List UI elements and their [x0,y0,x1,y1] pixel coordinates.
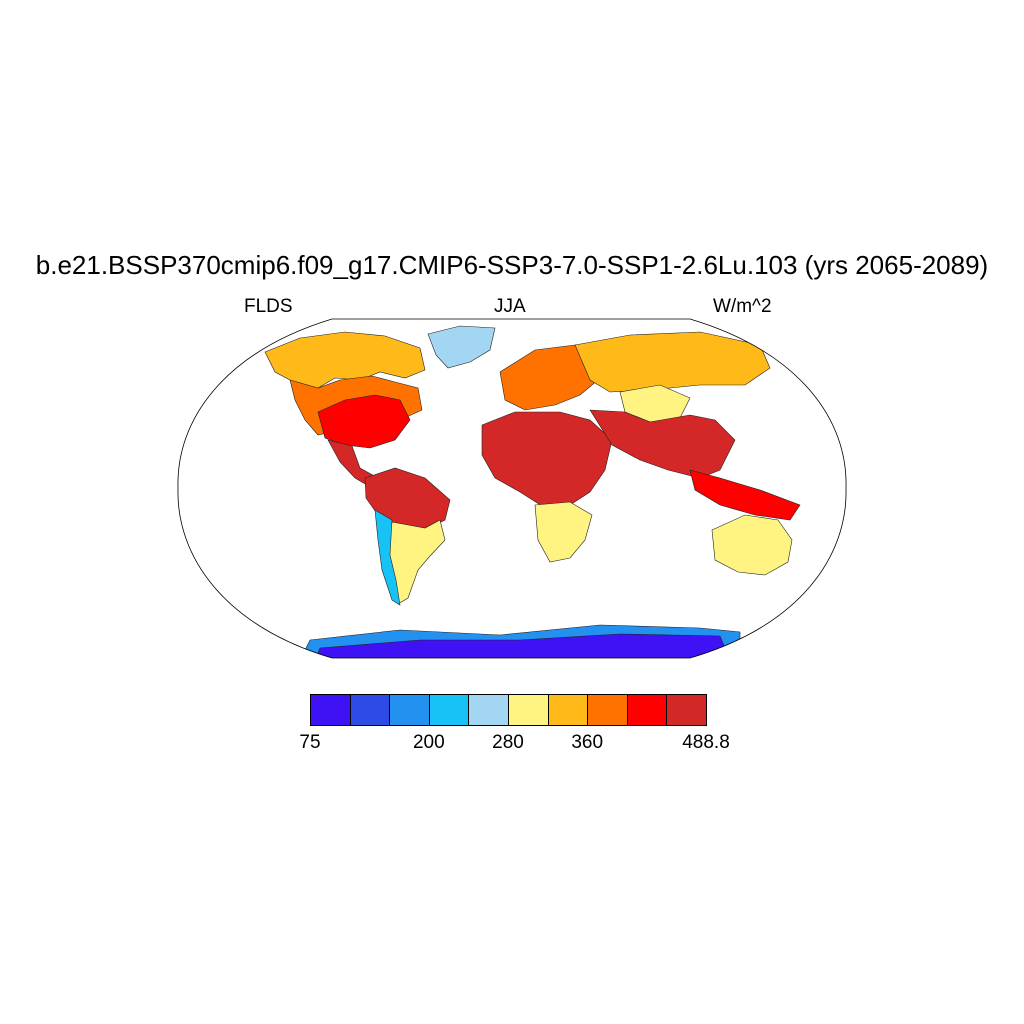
map-border [177,318,847,659]
colorbar-tick-label: 200 [412,732,445,753]
colorbar-swatch [627,695,668,725]
south-asia [589,409,736,479]
colorbar-swatch [508,695,549,725]
colorbar-tick-label: 280 [492,732,524,753]
variable-label: FLDS [244,296,293,317]
africa-south [534,501,593,563]
plot-title: b.e21.BSSP370cmip6.f09_g17.CMIP6-SSP3-7.… [35,250,989,280]
colorbar-swatch [469,695,509,725]
colorbar-swatch [311,695,351,725]
antarctica-interior [314,633,731,658]
colorbar-swatch [429,695,470,725]
colorbar-swatch [350,695,391,725]
colorbar-tick-label: 360 [571,732,604,753]
colorbar-tick-label: 75 [299,732,321,753]
andes [374,509,401,606]
southeast-asia [689,469,801,521]
colorbar-swatch [390,695,430,725]
season-label: JJA [494,296,526,317]
africa-north [481,411,613,509]
northern-asia [574,331,771,393]
australia-interior [711,514,793,576]
europe [499,344,601,411]
colorbar-swatch [667,695,706,725]
land-layer [264,325,801,658]
colorbar-tick-label: 488.8 [682,732,730,753]
units-label: W/m^2 [713,296,772,317]
colorbar-swatch [588,695,628,725]
colorbar [310,694,707,726]
greenland [427,325,496,369]
colorbar-swatch [548,695,589,725]
